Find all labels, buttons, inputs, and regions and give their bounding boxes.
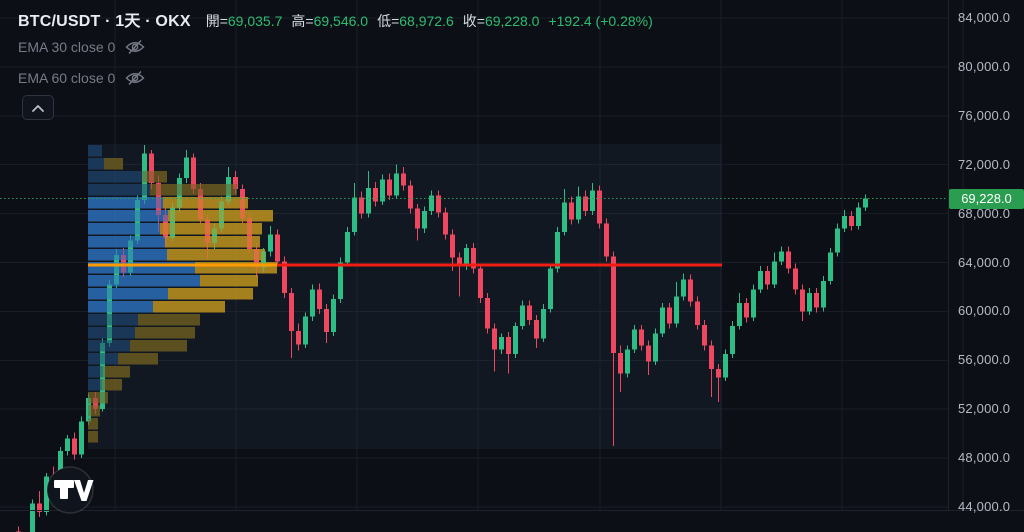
collapse-legend-button[interactable] bbox=[22, 95, 54, 120]
indicator-legend-ema60[interactable]: EMA 60 close 0 bbox=[18, 70, 145, 86]
ohlc-low: 低=68,972.6 bbox=[377, 13, 454, 29]
ohlc-open: 開=69,035.7 bbox=[205, 13, 283, 29]
price-axis-label: 68,000.0 bbox=[958, 205, 1011, 221]
ema60-label: EMA 60 close 0 bbox=[18, 70, 116, 86]
time-axis[interactable] bbox=[0, 510, 1024, 532]
symbol-title[interactable]: BTC/USDT · 1天 · OKX bbox=[18, 13, 191, 30]
price-axis-label: 48,000.0 bbox=[958, 450, 1011, 466]
chevron-up-icon bbox=[32, 104, 44, 112]
price-axis-label: 84,000.0 bbox=[958, 10, 1011, 25]
price-axis-label: 80,000.0 bbox=[958, 58, 1011, 74]
price-axis-label: 72,000.0 bbox=[958, 156, 1011, 172]
price-axis-label: 52,000.0 bbox=[958, 401, 1011, 417]
ohlc-close: 收=69,228.0 bbox=[462, 13, 540, 29]
symbol-header: BTC/USDT · 1天 · OKX 開=69,035.7 高=69,546.… bbox=[18, 7, 653, 31]
last-price-label: 69,228.0 bbox=[949, 188, 1024, 209]
ohlc-high: 高=69,546.0 bbox=[291, 13, 369, 29]
price-axis[interactable]: 84,000.0 80,000.0 76,000.0 72,000.0 68,000.0… bbox=[948, 0, 1024, 514]
ema30-label: EMA 30 close 0 bbox=[18, 39, 116, 55]
tradingview-logo[interactable] bbox=[44, 464, 96, 516]
price-axis-label: 60,000.0 bbox=[958, 303, 1011, 319]
price-axis-label: 44,000.0 bbox=[958, 499, 1011, 514]
eye-off-icon[interactable] bbox=[125, 70, 145, 86]
price-axis-label: 76,000.0 bbox=[958, 107, 1011, 123]
indicator-legend-ema30[interactable]: EMA 30 close 0 bbox=[18, 39, 145, 55]
price-axis-label: 56,000.0 bbox=[958, 352, 1011, 368]
eye-off-icon[interactable] bbox=[125, 39, 145, 55]
price-change: +192.4 (+0.28%) bbox=[548, 13, 653, 29]
price-axis-label: 64,000.0 bbox=[958, 254, 1011, 270]
